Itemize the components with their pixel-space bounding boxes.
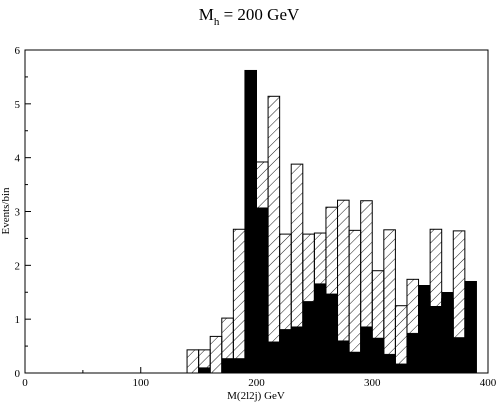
y-tick-label: 1 (15, 314, 21, 326)
filled-bar (302, 301, 315, 374)
x-tick-label: 200 (248, 377, 265, 389)
filled-bar (441, 292, 454, 374)
filled-series (198, 70, 477, 374)
x-tick-label: 300 (364, 377, 381, 389)
hatched-bar (186, 349, 200, 374)
filled-bar (314, 283, 327, 374)
x-tick-label: 0 (22, 377, 28, 389)
hatched-bar (394, 305, 408, 374)
filled-bar (360, 326, 373, 374)
filled-bar (372, 337, 385, 374)
y-tick-label: 2 (15, 260, 21, 272)
x-axis: 0 100 200 300 400 (22, 367, 497, 389)
x-axis-label: M(2l2j) GeV (227, 390, 285, 402)
filled-bar (221, 358, 234, 374)
filled-bar (337, 340, 350, 374)
hatched-bar (209, 335, 223, 374)
filled-bar (325, 293, 338, 374)
filled-bar (348, 351, 361, 374)
filled-bar (290, 326, 304, 374)
filled-bar (256, 207, 269, 374)
hatched-bar (267, 95, 281, 374)
filled-bar (383, 353, 396, 374)
y-tick-label: 3 (15, 207, 21, 219)
filled-bar (244, 70, 257, 374)
y-tick-label: 6 (15, 45, 21, 57)
x-tick-label: 400 (480, 377, 497, 389)
y-axis: 0 1 2 3 4 5 6 (15, 45, 31, 380)
filled-bar (395, 363, 408, 374)
hatched-bar (383, 229, 396, 374)
y-tick-label: 0 (15, 368, 21, 380)
filled-bar (198, 367, 211, 374)
filled-bar (464, 281, 477, 374)
y-tick-label: 4 (15, 153, 21, 165)
y-axis-label: Events/bin (0, 187, 12, 235)
x-tick-label: 100 (133, 377, 150, 389)
chart-title: Mh = 200 GeV (199, 5, 300, 28)
filled-bar (406, 332, 419, 374)
y-tick-label: 5 (15, 99, 21, 111)
filled-bar (267, 341, 280, 374)
filled-bar (418, 285, 431, 374)
filled-bar (233, 358, 246, 374)
filled-bar (279, 329, 292, 374)
hatched-bar (348, 229, 362, 374)
hatched-bar (232, 228, 246, 374)
filled-bar (453, 337, 466, 374)
filled-bar (429, 305, 442, 374)
